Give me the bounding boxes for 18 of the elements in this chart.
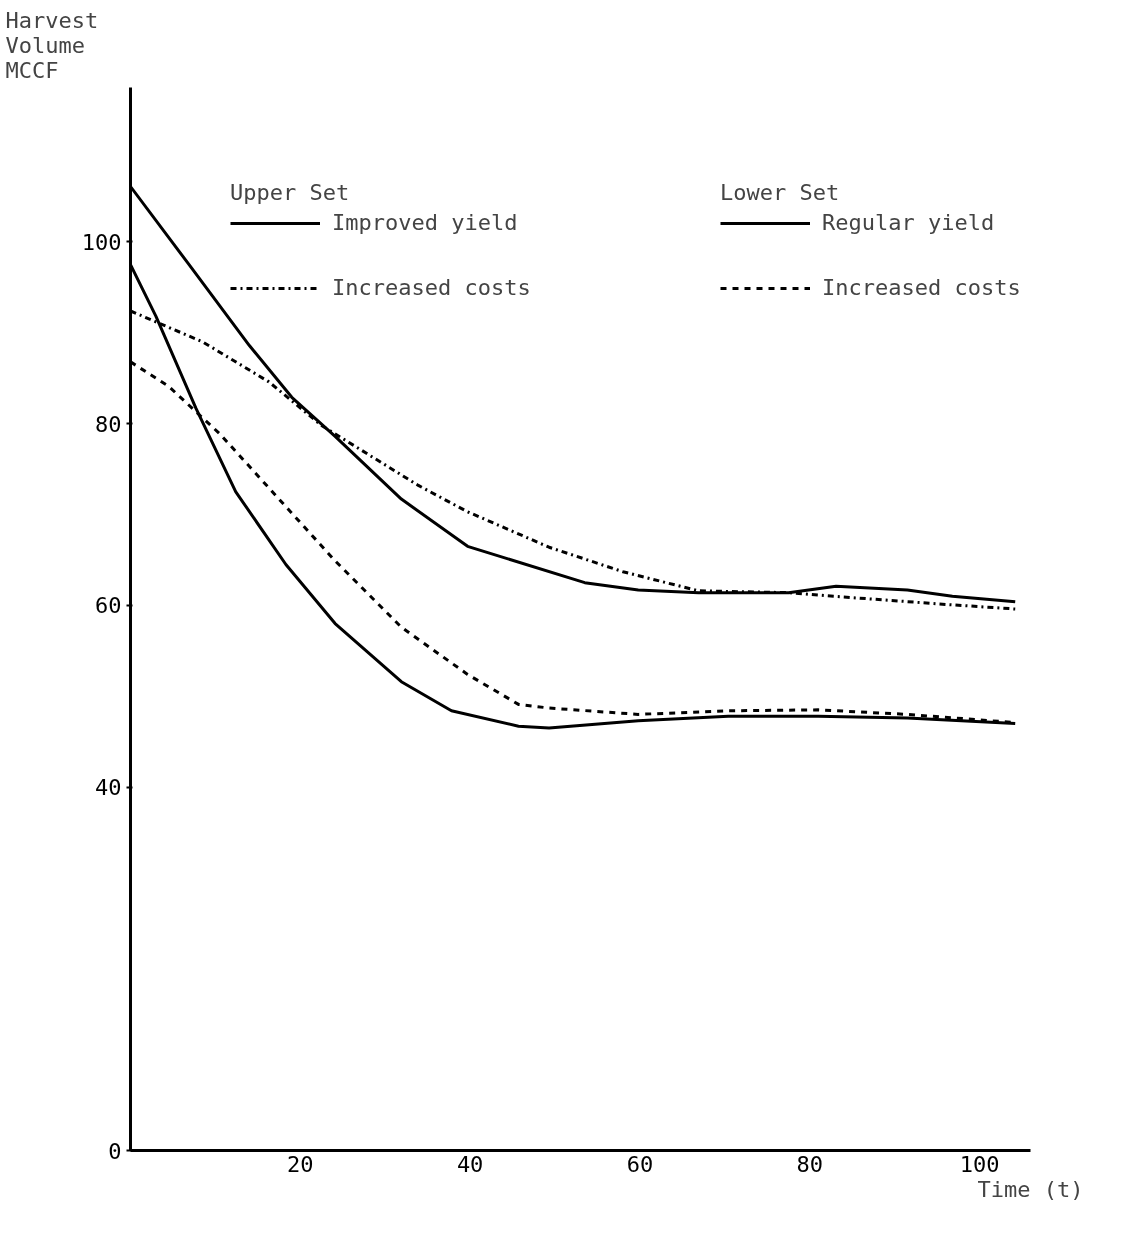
x-tick-label: 100: [959, 1151, 1000, 1177]
y-tick-label: 100: [81, 229, 122, 255]
annotation: Lower Set: [720, 180, 841, 205]
legend-label: Increased costs: [332, 275, 531, 300]
x-tick-label: 20: [287, 1151, 314, 1177]
x-tick-label: 60: [626, 1151, 654, 1177]
y-tick-label: 0: [108, 1138, 122, 1164]
x-axis-title: Time (t): [977, 1176, 1084, 1202]
x-tick-label: 80: [796, 1151, 823, 1177]
x-tick-label: 40: [456, 1151, 484, 1177]
annotation: Upper Set: [230, 180, 351, 205]
legend-label: Regular yield: [822, 210, 995, 235]
y-axis-title: Harvest Volume MCCF: [5, 7, 99, 83]
legend-label: Improved yield: [332, 210, 518, 235]
y-tick-label: 80: [95, 411, 122, 437]
legend-label: Increased costs: [822, 275, 1021, 300]
y-tick-label: 60: [95, 593, 122, 619]
y-tick-label: 40: [95, 775, 122, 801]
